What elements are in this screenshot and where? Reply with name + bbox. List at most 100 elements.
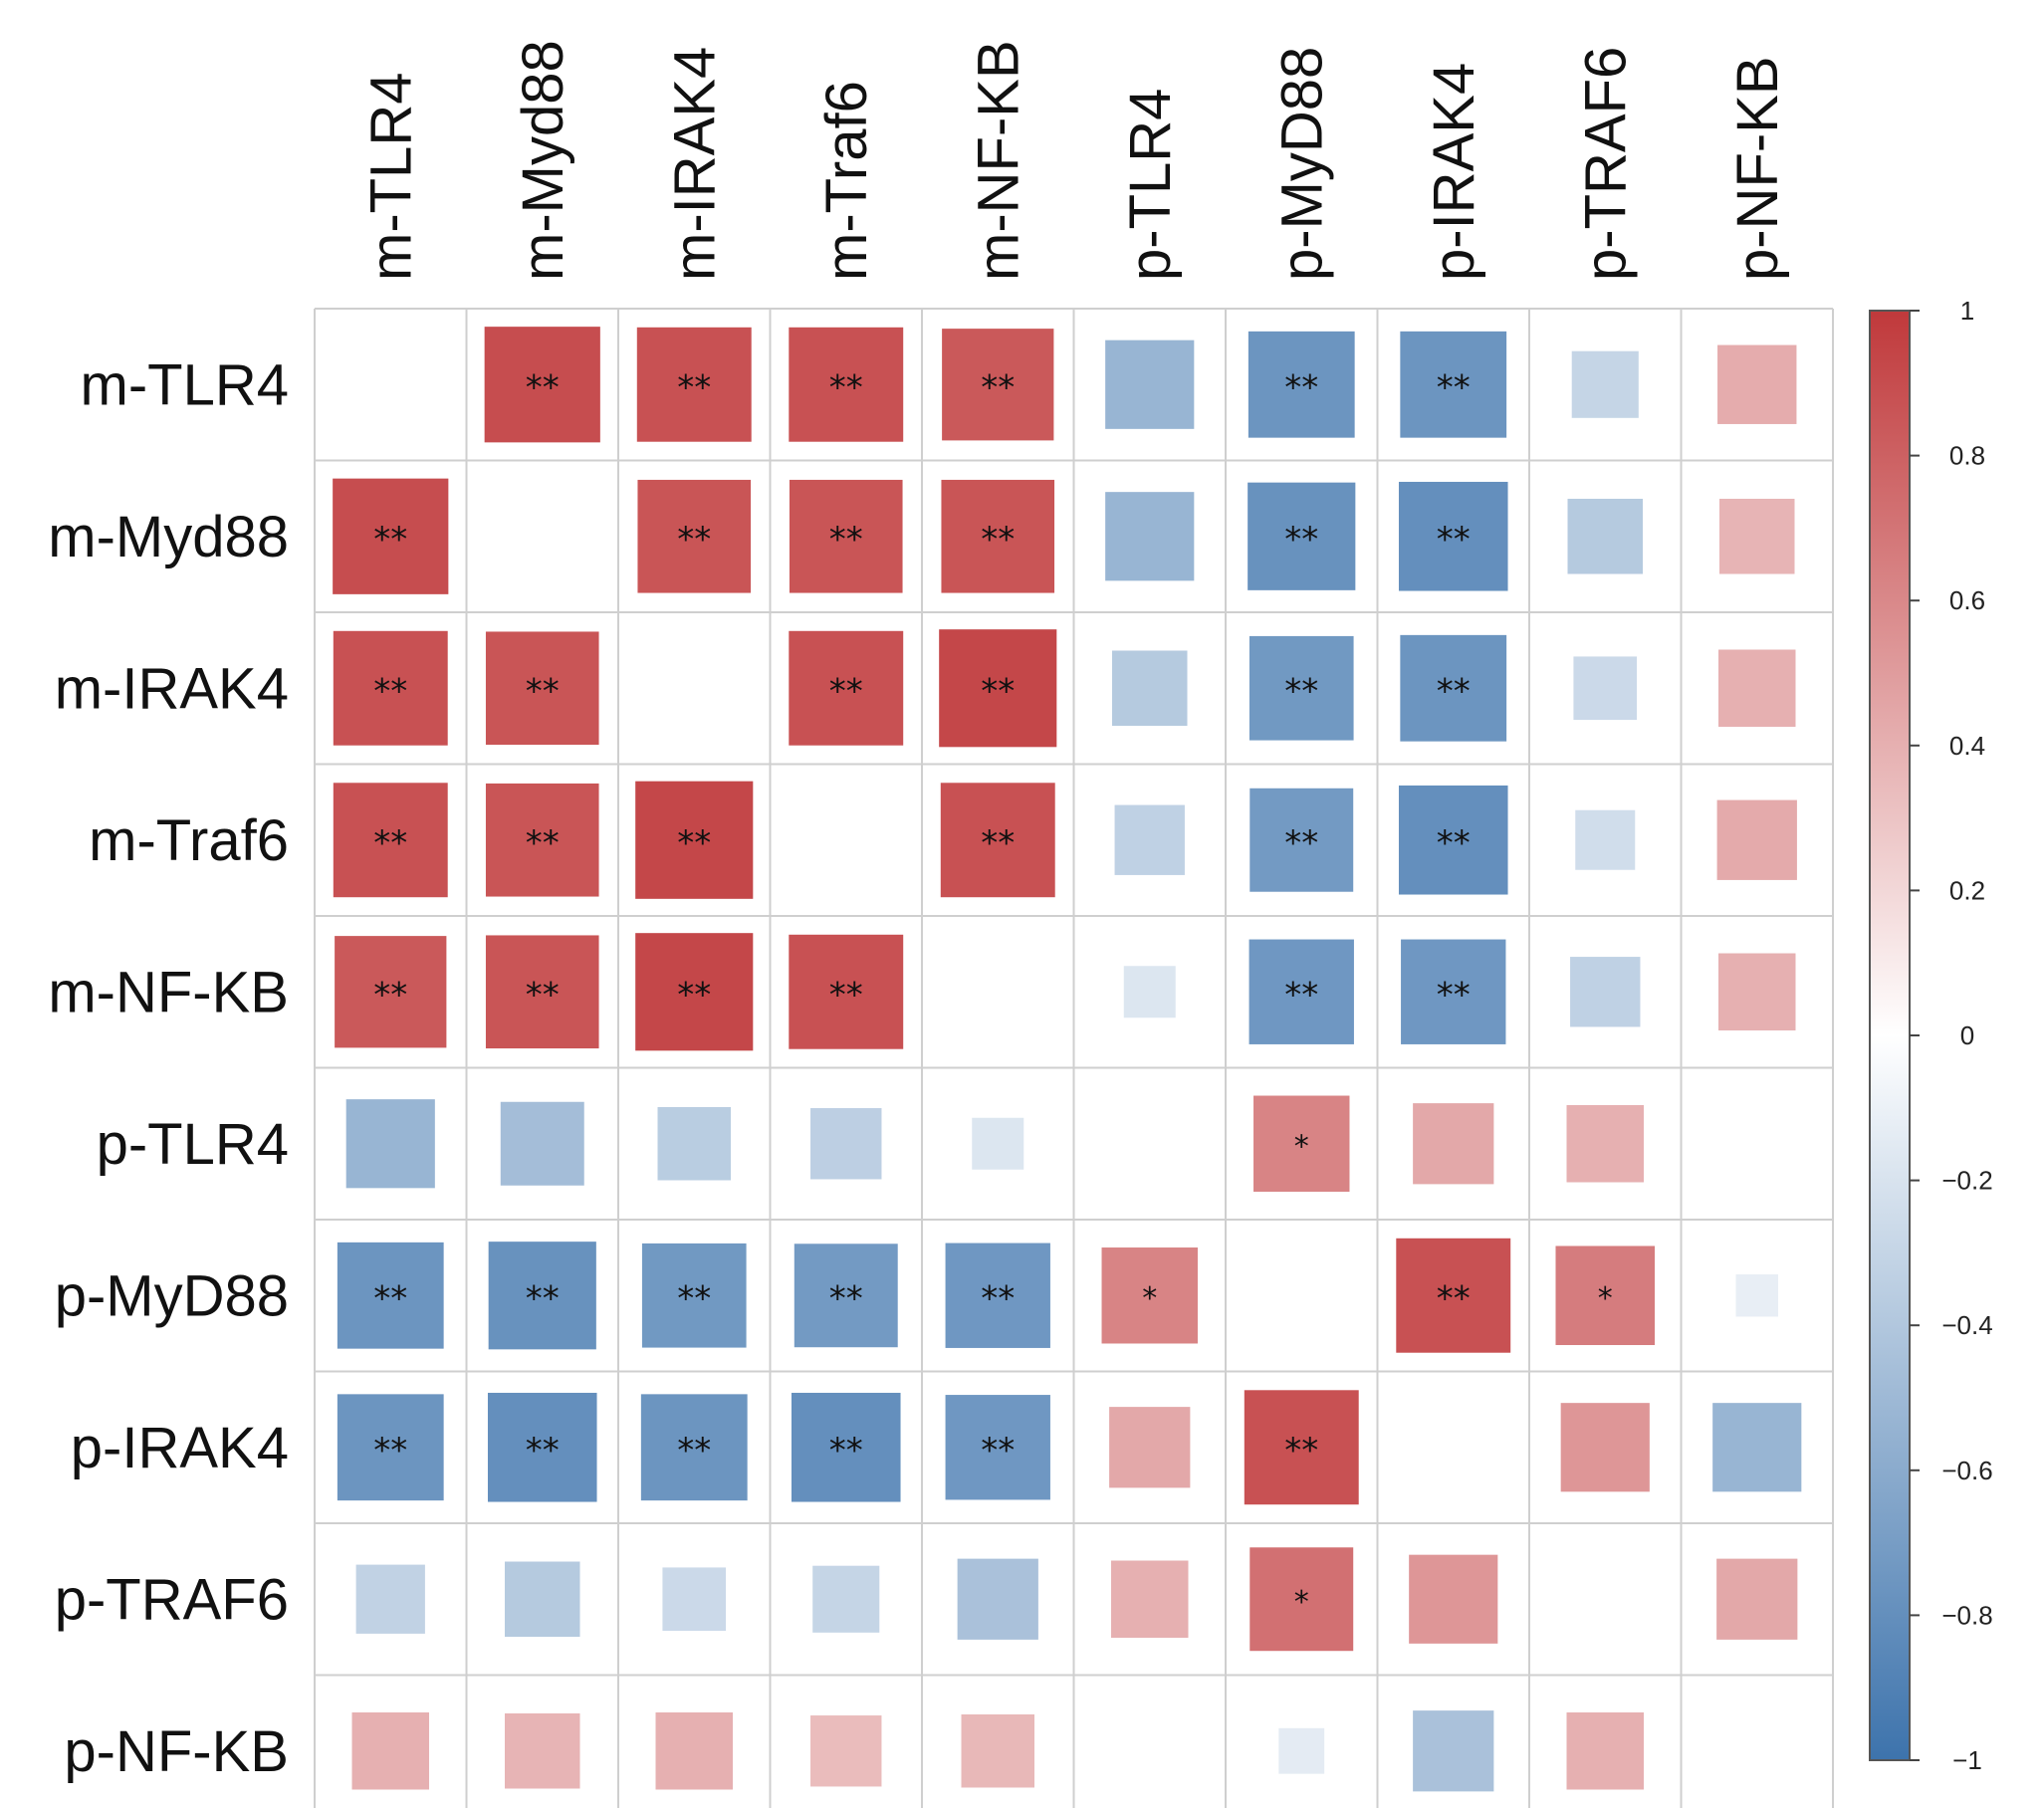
significance-marker: ** xyxy=(526,976,560,1016)
significance-marker: ** xyxy=(1437,672,1471,712)
column-label: p-TRAF6 xyxy=(1573,47,1638,281)
heatmap-cell xyxy=(488,1242,596,1350)
colorbar-scale xyxy=(1869,310,1911,1761)
heatmap-cell xyxy=(1575,809,1636,870)
heatmap-cell xyxy=(1573,656,1638,721)
significance-marker: ** xyxy=(829,368,863,408)
heatmap-cell xyxy=(1249,939,1354,1044)
colorbar-tick-label: 0.6 xyxy=(1949,585,1985,615)
heatmap-cell xyxy=(485,631,599,746)
heatmap-cell xyxy=(1114,804,1185,875)
heatmap-cell xyxy=(333,783,448,898)
significance-marker: ** xyxy=(829,1279,863,1319)
significance-marker: ** xyxy=(829,520,863,560)
heatmap-cell xyxy=(1571,350,1639,418)
row-label: p-MyD88 xyxy=(55,1263,289,1328)
significance-marker: * xyxy=(1598,1281,1613,1316)
heatmap-cell xyxy=(1101,1247,1198,1344)
heatmap-cell xyxy=(1712,1403,1802,1492)
significance-marker: ** xyxy=(981,823,1015,863)
heatmap-cell xyxy=(972,1117,1024,1170)
heatmap-cell xyxy=(794,1243,898,1348)
significance-marker: ** xyxy=(1284,976,1318,1016)
significance-marker: ** xyxy=(1284,672,1318,712)
heatmap-cell xyxy=(789,934,904,1049)
significance-marker: ** xyxy=(373,1279,407,1319)
significance-marker: ** xyxy=(829,672,863,712)
heatmap-cell xyxy=(640,1394,748,1501)
heatmap-cell xyxy=(1123,966,1176,1018)
column-label: p-MyD88 xyxy=(1269,47,1334,281)
significance-marker: ** xyxy=(677,520,711,560)
heatmap-cell xyxy=(1105,339,1195,429)
heatmap-cell xyxy=(1244,1390,1359,1505)
heatmap-cell xyxy=(1718,498,1795,574)
heatmap-cell xyxy=(662,1567,727,1632)
heatmap-cell xyxy=(635,933,754,1051)
significance-marker: ** xyxy=(1284,1431,1318,1470)
heatmap-cell xyxy=(1111,650,1188,727)
significance-marker: * xyxy=(1142,1281,1157,1316)
colorbar-tick-label: 0.8 xyxy=(1949,441,1985,471)
heatmap-cell xyxy=(500,1101,584,1186)
heatmap-cell xyxy=(945,1395,1050,1500)
heatmap-cell xyxy=(789,630,904,746)
heatmap-cell xyxy=(345,1099,435,1189)
colorbar-tick-label: −0.6 xyxy=(1941,1456,1992,1485)
significance-marker: ** xyxy=(677,823,711,863)
significance-marker: ** xyxy=(1437,368,1471,408)
heatmap-cell xyxy=(485,783,599,897)
significance-marker: ** xyxy=(373,823,407,863)
heatmap-cell xyxy=(504,1712,580,1789)
row-label: m-Myd88 xyxy=(48,505,289,569)
significance-marker: ** xyxy=(981,1279,1015,1319)
heatmap-cell xyxy=(1248,482,1356,590)
heatmap-cell xyxy=(635,781,754,899)
heatmap-cell xyxy=(1253,1095,1350,1192)
heatmap-cell xyxy=(1111,1560,1189,1638)
colorbar-tick-label: 0.2 xyxy=(1949,875,1985,905)
significance-marker: ** xyxy=(1284,520,1318,560)
heatmap-cell xyxy=(1398,481,1508,591)
heatmap-cell xyxy=(1555,1245,1656,1346)
column-label: m-IRAK4 xyxy=(662,47,727,281)
significance-marker: ** xyxy=(981,672,1015,712)
significance-marker: ** xyxy=(677,976,711,1016)
heatmap-cell xyxy=(810,1108,882,1180)
heatmap-cell xyxy=(1716,799,1797,880)
significance-marker: * xyxy=(1294,1585,1309,1620)
heatmap-cell xyxy=(504,1561,580,1638)
heatmap-cell xyxy=(1249,788,1354,892)
significance-marker: ** xyxy=(981,520,1015,560)
heatmap-cell xyxy=(940,783,1055,898)
heatmap-cell xyxy=(945,1243,1050,1348)
significance-marker: ** xyxy=(677,368,711,408)
significance-marker: ** xyxy=(677,1431,711,1470)
row-label: m-NF-KB xyxy=(48,960,289,1024)
heatmap-cell xyxy=(1717,344,1797,424)
significance-marker: ** xyxy=(677,1279,711,1319)
significance-marker: ** xyxy=(526,823,560,863)
heatmap-cell xyxy=(1570,957,1641,1027)
heatmap-cell xyxy=(1396,1238,1511,1353)
column-label: m-NF-KB xyxy=(966,40,1030,281)
column-label: p-IRAK4 xyxy=(1422,63,1486,281)
colorbar-tick-label: −0.2 xyxy=(1941,1166,1992,1196)
heatmap-cell xyxy=(1400,331,1507,438)
heatmap-cells: ** ** ** ** ** **** ** ** ** ** **** ** ** ** ** **** **… xyxy=(333,327,1802,1792)
heatmap-cell xyxy=(1413,1103,1494,1185)
heatmap-cell xyxy=(941,479,1055,593)
significance-marker: ** xyxy=(1437,823,1471,863)
heatmap-cell xyxy=(641,1243,747,1348)
heatmap-cell xyxy=(1560,1403,1650,1492)
row-label: p-TRAF6 xyxy=(55,1567,289,1632)
heatmap-cell xyxy=(655,1712,733,1790)
column-label: m-Myd88 xyxy=(511,40,575,281)
heatmap-cell xyxy=(1400,634,1507,742)
heatmap-cell xyxy=(637,479,752,593)
significance-marker: ** xyxy=(981,368,1015,408)
heatmap-cell xyxy=(1566,1105,1644,1183)
column-label: m-TLR4 xyxy=(358,73,423,281)
colorbar: 1 0.8 0.6 0.4 0.2 0 −0.2 −0.4 −0.6 −0.8 −1 xyxy=(1869,296,1993,1775)
heatmap-cell xyxy=(1398,785,1508,895)
